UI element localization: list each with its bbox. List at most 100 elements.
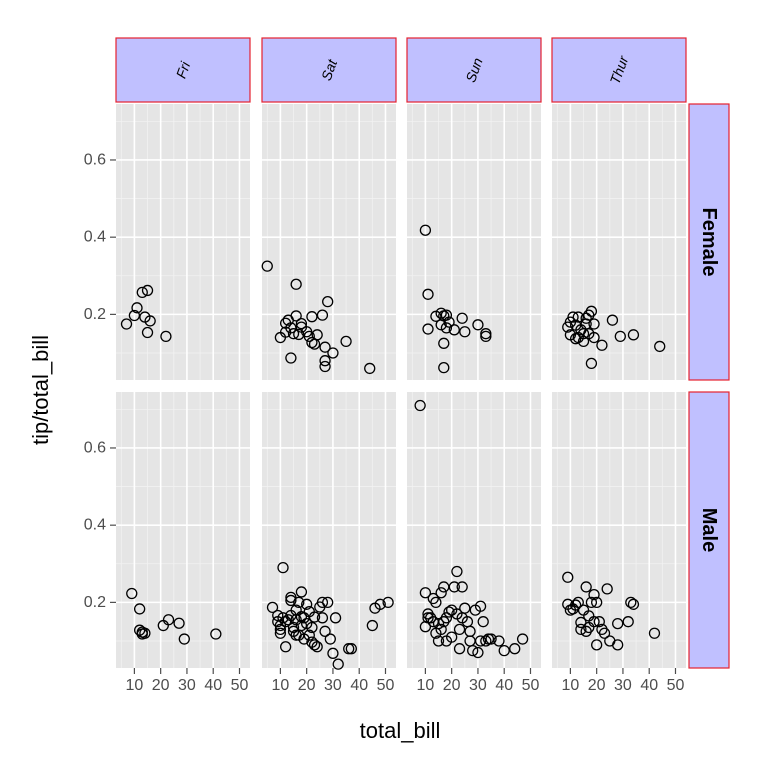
data-point bbox=[306, 311, 318, 323]
data-point bbox=[364, 362, 376, 375]
data-point bbox=[477, 616, 489, 628]
data-point bbox=[261, 260, 273, 272]
data-point bbox=[435, 623, 447, 636]
data-point bbox=[128, 309, 141, 322]
data-point bbox=[136, 286, 148, 299]
data-point bbox=[585, 596, 598, 609]
x-tick-label: 40 bbox=[204, 677, 222, 694]
data-point bbox=[290, 278, 302, 290]
data-point bbox=[472, 319, 484, 331]
col-strip-thur bbox=[551, 37, 687, 103]
data-point bbox=[332, 658, 344, 670]
data-point bbox=[319, 360, 331, 373]
data-point bbox=[612, 639, 624, 651]
data-point bbox=[322, 295, 334, 308]
x-tick-label: 50 bbox=[231, 677, 249, 694]
data-point bbox=[588, 589, 600, 601]
x-tick-label: 10 bbox=[561, 677, 579, 694]
data-point bbox=[474, 635, 487, 647]
x-tick-label: 30 bbox=[178, 677, 196, 694]
data-point bbox=[569, 333, 582, 345]
data-point bbox=[509, 643, 521, 655]
data-point bbox=[279, 641, 292, 653]
data-point bbox=[598, 627, 611, 639]
data-point bbox=[480, 328, 492, 340]
panel-background bbox=[552, 104, 686, 380]
data-point bbox=[625, 596, 637, 609]
data-point bbox=[139, 627, 151, 639]
data-point bbox=[311, 641, 323, 653]
data-point bbox=[572, 311, 584, 323]
facet-panels bbox=[116, 104, 686, 670]
data-point bbox=[585, 305, 598, 317]
panel-male-sat bbox=[262, 392, 396, 670]
data-point bbox=[266, 601, 279, 614]
data-point bbox=[516, 633, 529, 645]
x-tick-label: 40 bbox=[495, 677, 513, 694]
data-point bbox=[627, 598, 640, 610]
data-point bbox=[319, 625, 331, 637]
x-tick-label: 10 bbox=[416, 677, 434, 694]
data-point bbox=[382, 596, 394, 609]
data-point bbox=[456, 581, 468, 593]
x-axis-title: total_bill bbox=[360, 718, 441, 743]
data-point bbox=[345, 643, 357, 655]
axes: 0.2 0.4 0.6 0.2 0.4 0.6 10 20 30 40 50 10 20 30 40 50 10… bbox=[84, 151, 685, 694]
data-point bbox=[422, 288, 434, 300]
data-point bbox=[308, 639, 321, 651]
data-point bbox=[306, 336, 318, 349]
panel-background bbox=[552, 392, 686, 668]
data-point bbox=[448, 324, 460, 336]
panel-male-sun bbox=[407, 392, 541, 668]
data-point bbox=[480, 330, 492, 343]
data-point bbox=[316, 596, 329, 609]
data-point bbox=[612, 617, 624, 630]
data-point bbox=[419, 587, 432, 599]
data-point bbox=[596, 339, 608, 351]
col-strip-sun bbox=[406, 37, 542, 103]
data-point bbox=[178, 633, 190, 645]
data-point bbox=[580, 581, 592, 593]
data-point bbox=[440, 322, 453, 334]
data-point bbox=[575, 623, 587, 636]
data-point bbox=[588, 318, 600, 330]
data-point bbox=[451, 565, 463, 578]
data-point bbox=[440, 309, 453, 321]
data-point bbox=[295, 317, 308, 330]
data-point bbox=[435, 307, 447, 319]
data-point bbox=[141, 326, 154, 339]
data-point bbox=[173, 617, 185, 629]
x-tick-label: 20 bbox=[443, 677, 461, 694]
data-point bbox=[443, 606, 455, 618]
data-point bbox=[572, 596, 584, 609]
data-point bbox=[606, 314, 619, 326]
data-point bbox=[472, 646, 484, 659]
data-point bbox=[160, 330, 172, 343]
data-point bbox=[459, 602, 471, 614]
x-tick-label: 30 bbox=[614, 677, 632, 694]
data-point bbox=[467, 644, 479, 657]
data-point bbox=[588, 616, 600, 628]
data-point bbox=[480, 635, 492, 647]
data-point bbox=[430, 596, 442, 609]
panel-background bbox=[116, 104, 250, 380]
data-point bbox=[287, 621, 300, 634]
data-point bbox=[432, 617, 445, 630]
panel-male-thur bbox=[552, 392, 686, 668]
data-point bbox=[585, 357, 598, 370]
data-point bbox=[316, 309, 329, 321]
y-tick-label: 0.4 bbox=[84, 229, 106, 246]
data-point bbox=[438, 361, 450, 374]
panel-background bbox=[116, 392, 250, 668]
data-point bbox=[648, 627, 661, 639]
data-point bbox=[591, 596, 603, 609]
data-point bbox=[498, 644, 510, 657]
panel-female-sat bbox=[261, 104, 396, 380]
col-strip-fri bbox=[115, 37, 251, 103]
data-point bbox=[614, 330, 626, 343]
data-point bbox=[435, 587, 447, 599]
x-tick-label: 20 bbox=[298, 677, 316, 694]
data-point bbox=[311, 329, 323, 341]
data-point bbox=[285, 591, 297, 604]
